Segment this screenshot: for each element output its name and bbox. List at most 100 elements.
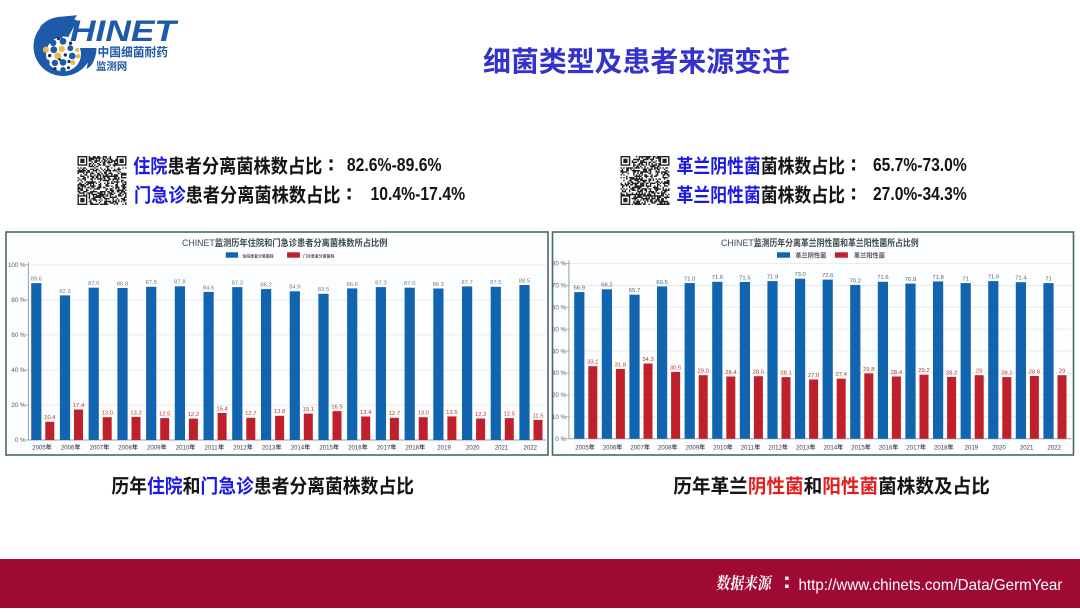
svg-text:12.2: 12.2 [188, 412, 199, 418]
svg-text:2009: 2009 [147, 444, 161, 451]
svg-text:71: 71 [1045, 277, 1052, 283]
svg-text:86.8: 86.8 [117, 281, 129, 287]
svg-text:29.8: 29.8 [863, 367, 875, 373]
svg-text:CHINET: CHINET [182, 238, 215, 248]
svg-text:71.6: 71.6 [712, 275, 724, 281]
svg-text:40 %: 40 % [11, 367, 26, 374]
svg-text:28.1: 28.1 [780, 371, 791, 377]
svg-text:2010: 2010 [713, 444, 727, 451]
svg-text:CHINET: CHINET [721, 238, 754, 248]
svg-text:12.7: 12.7 [245, 411, 256, 417]
svg-text:65.7: 65.7 [629, 288, 640, 294]
svg-text:27.0: 27.0 [808, 373, 820, 379]
svg-text:28.6: 28.6 [1029, 369, 1041, 375]
svg-text:20 %: 20 % [552, 392, 567, 399]
svg-text:33.1: 33.1 [587, 360, 598, 366]
svg-text:71.6: 71.6 [877, 275, 889, 281]
svg-text:70.8: 70.8 [905, 277, 917, 283]
svg-text:71: 71 [962, 277, 969, 283]
svg-text:60 %: 60 % [552, 304, 567, 311]
svg-text:80 %: 80 % [11, 297, 26, 304]
svg-text:87.0: 87.0 [404, 281, 416, 287]
svg-text:66.9: 66.9 [574, 286, 585, 292]
svg-text:0 %: 0 % [555, 436, 566, 443]
svg-text:84.6: 84.6 [203, 285, 215, 291]
svg-text:2011: 2011 [741, 444, 755, 451]
svg-text:28.4: 28.4 [891, 370, 903, 376]
svg-text:13.0: 13.0 [417, 411, 429, 417]
svg-text:2016: 2016 [879, 444, 893, 451]
svg-text:2005: 2005 [575, 444, 589, 451]
svg-text:2020: 2020 [466, 444, 480, 451]
svg-text:86.5: 86.5 [433, 282, 445, 288]
svg-text:88.5: 88.5 [519, 278, 531, 284]
svg-text:60 %: 60 % [11, 332, 26, 339]
svg-text:2005: 2005 [32, 444, 46, 451]
svg-text:2012: 2012 [768, 444, 782, 451]
svg-text:10 %: 10 % [552, 414, 567, 421]
svg-text:28.4: 28.4 [725, 370, 737, 376]
svg-text:27.4: 27.4 [835, 372, 847, 378]
svg-text:13.4: 13.4 [360, 410, 372, 416]
svg-text:71.0: 71.0 [684, 277, 696, 283]
svg-text:28.2: 28.2 [946, 370, 957, 376]
svg-text:HINET: HINET [70, 15, 179, 48]
svg-text:13.8: 13.8 [274, 409, 286, 415]
svg-text:2022: 2022 [523, 444, 537, 451]
svg-text:2020: 2020 [992, 444, 1006, 451]
svg-text:2016: 2016 [348, 444, 362, 451]
svg-text:15.4: 15.4 [216, 406, 228, 412]
svg-text:12.5: 12.5 [159, 412, 171, 418]
svg-text:2008: 2008 [118, 444, 132, 451]
svg-text:87.7: 87.7 [461, 280, 472, 286]
svg-text:2019: 2019 [437, 444, 451, 451]
svg-text:87.5: 87.5 [490, 280, 502, 286]
svg-text:30.5: 30.5 [670, 365, 682, 371]
svg-text:2013: 2013 [796, 444, 810, 451]
svg-text:28.5: 28.5 [753, 370, 765, 376]
svg-text:2018: 2018 [934, 444, 948, 451]
svg-text:15.1: 15.1 [303, 407, 314, 413]
svg-text:87.5: 87.5 [145, 280, 157, 286]
svg-text:34.3: 34.3 [642, 357, 654, 363]
svg-text:86.6: 86.6 [346, 282, 358, 288]
svg-text:16.5: 16.5 [331, 405, 343, 411]
svg-text:40 %: 40 % [552, 348, 567, 355]
svg-text:2014: 2014 [824, 444, 838, 451]
svg-text:82.6%-89.6%: 82.6%-89.6% [347, 155, 442, 175]
svg-text:10.4%-17.4%: 10.4%-17.4% [371, 184, 466, 204]
svg-text:2006: 2006 [603, 444, 617, 451]
svg-text:13.2: 13.2 [130, 410, 141, 416]
svg-text:http://www.chinets.com/Data/Ge: http://www.chinets.com/Data/GermYear [799, 577, 1064, 594]
svg-text:71.8: 71.8 [932, 275, 944, 281]
svg-text:27.0%-34.3%: 27.0%-34.3% [873, 184, 967, 204]
svg-text:69.5: 69.5 [656, 280, 668, 286]
svg-text:0 %: 0 % [15, 437, 26, 444]
svg-text:29.2: 29.2 [918, 368, 929, 374]
svg-text:2019: 2019 [965, 444, 979, 451]
svg-text:2008: 2008 [658, 444, 672, 451]
svg-text:87.0: 87.0 [88, 281, 100, 287]
svg-text:100 %: 100 % [8, 262, 26, 269]
svg-text:71.5: 71.5 [739, 275, 751, 281]
svg-text:84.9: 84.9 [289, 285, 300, 291]
svg-text:13.0: 13.0 [101, 411, 113, 417]
svg-text:89.6: 89.6 [31, 277, 43, 283]
svg-text:71.4: 71.4 [1015, 276, 1027, 282]
svg-text:2017: 2017 [377, 444, 391, 451]
svg-text:2007: 2007 [90, 444, 104, 451]
svg-text:87.8: 87.8 [174, 280, 186, 286]
svg-text:80 %: 80 % [552, 261, 567, 268]
svg-text:2006: 2006 [61, 444, 75, 451]
svg-text:13.5: 13.5 [446, 410, 458, 416]
svg-text:30 %: 30 % [552, 370, 567, 377]
svg-text:83.5: 83.5 [318, 287, 330, 293]
svg-text:11.5: 11.5 [532, 413, 544, 419]
svg-text:70.2: 70.2 [850, 278, 861, 284]
svg-text:29.0: 29.0 [697, 369, 709, 375]
svg-text:2009: 2009 [686, 444, 700, 451]
svg-text:2014: 2014 [291, 444, 305, 451]
svg-text:71.9: 71.9 [988, 275, 999, 281]
svg-text:50 %: 50 % [552, 326, 567, 333]
svg-text:71.9: 71.9 [767, 275, 778, 281]
